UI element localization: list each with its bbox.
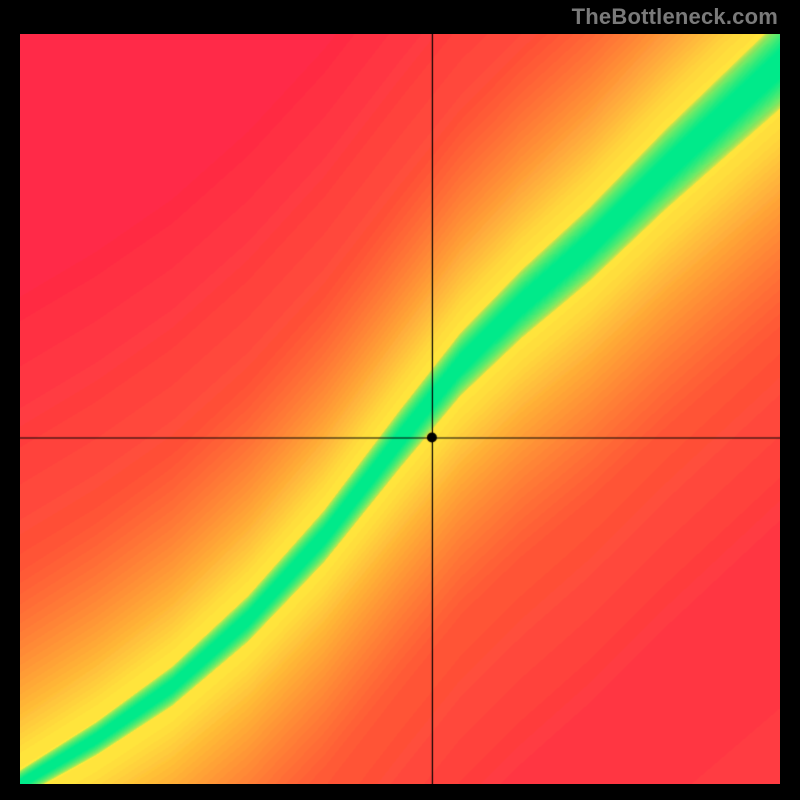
figure-container: TheBottleneck.com xyxy=(0,0,800,800)
watermark-text: TheBottleneck.com xyxy=(572,4,778,30)
heatmap-canvas xyxy=(20,34,780,784)
plot-area xyxy=(20,34,780,784)
